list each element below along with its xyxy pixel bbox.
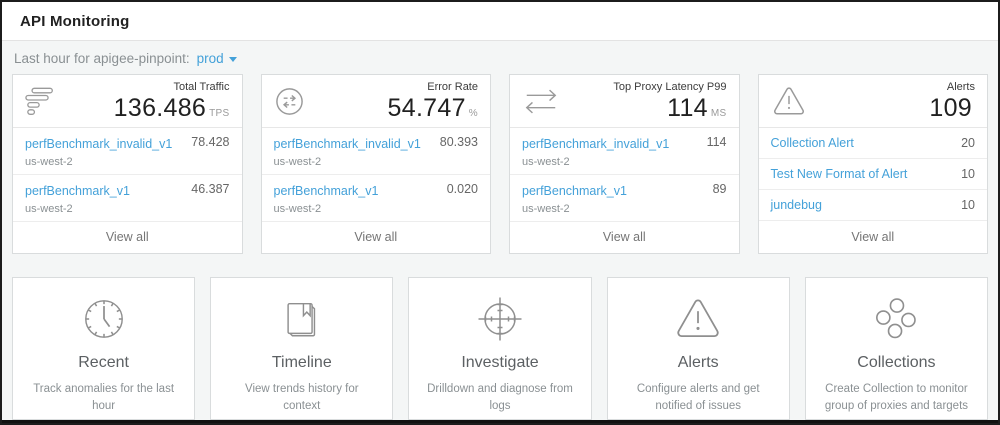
nav-cards-row: Recent Track anomalies for the last hour… [2, 277, 998, 421]
metric-card-header: Top Proxy Latency P99 114 MS [510, 75, 739, 129]
metric-unit: % [468, 107, 478, 119]
alert-triangle-icon [673, 293, 723, 345]
round-trip-arrows-icon [522, 88, 560, 115]
view-all-link[interactable]: View all [602, 230, 646, 245]
row-value: 0.020 [446, 182, 478, 197]
environment-dropdown[interactable]: prod [197, 51, 237, 66]
alert-link[interactable]: jundebug [770, 198, 822, 213]
proxy-link[interactable]: perfBenchmark_invalid_v1 [273, 137, 421, 152]
metric-card-error-rate: Error Rate 54.747 % perfBenchmark_invali… [260, 74, 491, 255]
row-value: 114 [706, 135, 727, 150]
view-all-link[interactable]: View all [851, 230, 895, 245]
table-row: perfBenchmark_v1 us-west-2 0.020 [261, 175, 490, 223]
region-label: us-west-2 [25, 203, 73, 216]
nav-card-title: Alerts [677, 354, 719, 372]
proxy-link[interactable]: perfBenchmark_v1 [522, 184, 627, 199]
sync-arrows-circle-icon [274, 86, 305, 117]
table-row: perfBenchmark_v1 us-west-2 46.387 [13, 175, 242, 223]
nav-card-title: Investigate [461, 354, 539, 372]
nav-card-title: Collections [857, 354, 936, 372]
nav-card-description: Track anomalies for the last hour [33, 383, 175, 413]
nav-card-collections[interactable]: Collections Create Collection to monitor… [804, 277, 989, 421]
region-label: us-west-2 [25, 156, 73, 169]
environment-value: prod [196, 51, 224, 66]
book-bookmark-icon [279, 293, 325, 345]
metric-title: Error Rate [427, 81, 478, 93]
metric-card-header: Total Traffic 136.486 TPS [13, 75, 242, 129]
metric-card-header: Alerts 109 [758, 75, 987, 129]
traffic-bars-icon [25, 87, 57, 116]
table-row: Collection Alert 20 [758, 128, 987, 160]
metric-title: Total Traffic [173, 81, 230, 93]
region-label: us-west-2 [522, 203, 570, 216]
nav-card-description: Drilldown and diagnose from logs [427, 383, 573, 413]
metric-value: 109 [929, 93, 972, 122]
metric-value: 136.486 [113, 93, 207, 122]
crosshair-icon [476, 293, 524, 345]
clock-icon [81, 293, 127, 345]
metric-card-alerts: Alerts 109 Collection Alert 20 Test New … [757, 74, 988, 255]
alert-triangle-icon [771, 85, 807, 118]
row-value: 80.393 [439, 135, 478, 150]
metric-card-header: Error Rate 54.747 % [261, 75, 490, 129]
metric-card-total-traffic: Total Traffic 136.486 TPS perfBenchmark_… [12, 74, 243, 255]
metric-title: Alerts [946, 81, 975, 93]
metric-unit: MS [710, 107, 727, 119]
collections-circles-icon [873, 293, 919, 345]
bottom-bar [2, 420, 998, 423]
nav-card-description: Create Collection to monitor group of pr… [824, 383, 969, 413]
proxy-link[interactable]: perfBenchmark_invalid_v1 [522, 137, 670, 152]
nav-card-title: Recent [78, 354, 129, 372]
filter-label: Last hour for apigee-pinpoint: [14, 51, 190, 66]
proxy-link[interactable]: perfBenchmark_v1 [25, 184, 130, 199]
page-title: API Monitoring [20, 12, 130, 30]
metric-value: 114 [667, 93, 708, 122]
proxy-link[interactable]: perfBenchmark_v1 [273, 184, 379, 199]
filter-bar: Last hour for apigee-pinpoint: prod [2, 41, 998, 72]
row-value: 78.428 [191, 135, 230, 150]
app-header: API Monitoring [2, 2, 998, 41]
metric-unit: TPS [209, 107, 230, 119]
nav-card-recent[interactable]: Recent Track anomalies for the last hour [12, 277, 196, 421]
table-row: Test New Format of Alert 10 [758, 159, 987, 191]
metric-card-latency: Top Proxy Latency P99 114 MS perfBenchma… [509, 74, 740, 255]
region-label: us-west-2 [273, 203, 322, 216]
proxy-link[interactable]: perfBenchmark_invalid_v1 [25, 137, 173, 152]
table-row: jundebug 10 [758, 190, 987, 222]
metric-title: Top Proxy Latency P99 [613, 81, 727, 93]
nav-card-alerts[interactable]: Alerts Configure alerts and get notified… [606, 277, 790, 421]
alert-link[interactable]: Test New Format of Alert [770, 167, 908, 182]
row-value: 10 [961, 198, 975, 213]
metric-value: 54.747 [387, 93, 466, 122]
chevron-down-icon [228, 57, 237, 62]
table-row: perfBenchmark_invalid_v1 us-west-2 78.42… [13, 128, 242, 176]
alert-link[interactable]: Collection Alert [770, 136, 854, 151]
table-row: perfBenchmark_v1 us-west-2 89 [510, 175, 739, 223]
row-value: 46.387 [191, 182, 230, 197]
row-value: 89 [712, 182, 727, 197]
region-label: us-west-2 [273, 156, 322, 169]
table-row: perfBenchmark_invalid_v1 us-west-2 114 [510, 128, 739, 176]
nav-card-title: Timeline [271, 354, 332, 372]
row-value: 10 [961, 167, 975, 182]
nav-card-description: Configure alerts and get notified of iss… [636, 383, 760, 413]
nav-card-description: View trends history for context [245, 383, 359, 413]
view-all-link[interactable]: View all [105, 230, 149, 245]
table-row: perfBenchmark_invalid_v1 us-west-2 80.39… [261, 128, 490, 176]
metric-cards-row: Total Traffic 136.486 TPS perfBenchmark_… [2, 74, 998, 255]
row-value: 20 [961, 136, 975, 151]
view-all-link[interactable]: View all [354, 230, 398, 245]
region-label: us-west-2 [522, 156, 570, 169]
nav-card-timeline[interactable]: Timeline View trends history for context [210, 277, 394, 421]
nav-card-investigate[interactable]: Investigate Drilldown and diagnose from … [408, 277, 592, 421]
